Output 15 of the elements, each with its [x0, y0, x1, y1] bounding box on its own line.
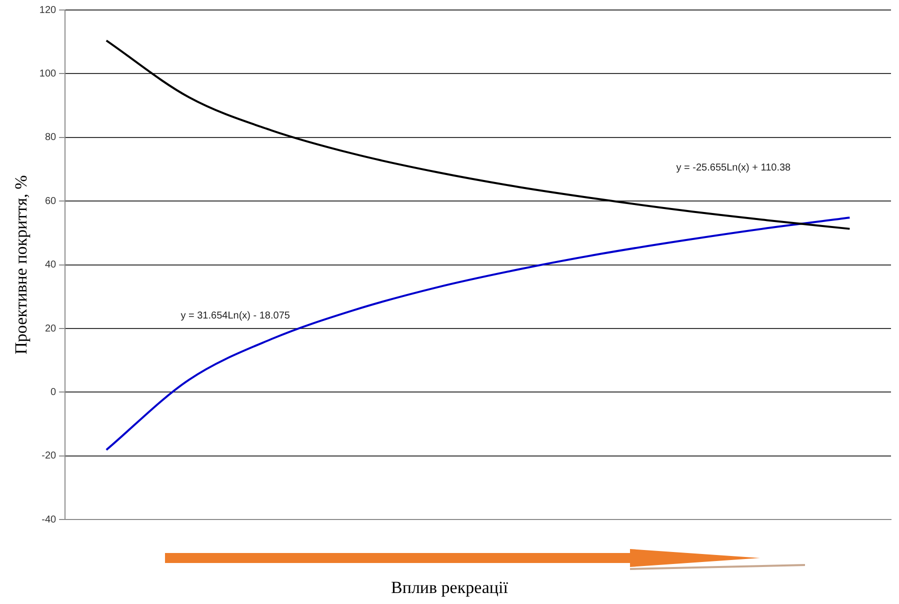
annotation: y = 31.654Ln(x) - 18.075	[180, 310, 290, 322]
y-tick-label: 100	[39, 68, 57, 80]
y-tick-label: -20	[42, 450, 57, 462]
y-tick-label: 80	[44, 132, 57, 144]
line-series	[105, 40, 851, 230]
y-tick-label: -40	[42, 514, 57, 526]
x-axis-title: Вплив рекреації	[390, 578, 509, 598]
y-tick-label: 20	[44, 323, 57, 334]
y-tick-label: 60	[44, 196, 57, 207]
line-series	[105, 216, 851, 451]
y-tick-label: 0	[50, 386, 57, 398]
y-tick-label: 120	[39, 4, 57, 16]
annotation: y = -25.655Ln(x) + 110.38	[676, 162, 792, 174]
y-axis-title: Проективне покриття, %	[12, 175, 31, 354]
y-tick-label: 40	[44, 260, 57, 271]
